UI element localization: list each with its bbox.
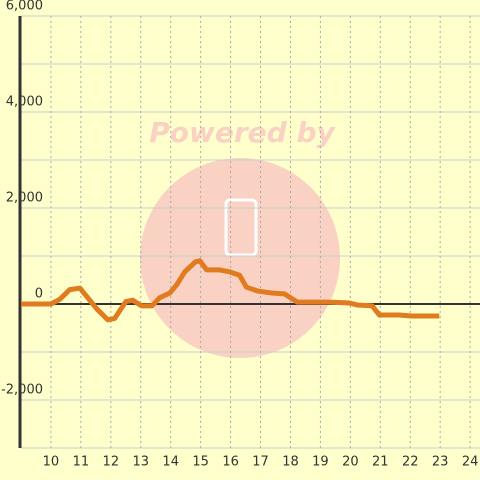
data-line [21,258,440,323]
x-tick-label: 21 [372,455,389,470]
x-tick-label: 20 [342,455,359,470]
y-tick-label: -2,000 [1,383,43,398]
y-tick-label: 6,000 [6,0,43,14]
x-tick-label: 17 [252,455,269,470]
x-tick-label: 18 [282,455,299,470]
x-tick-label: 14 [162,455,179,470]
y-tick-label: 2,000 [6,191,43,206]
x-tick-label: 23 [432,455,449,470]
x-tick-label: 16 [222,455,239,470]
watermark-icon [224,198,258,257]
x-tick-label: 22 [402,455,419,470]
x-tick-label: 13 [132,455,149,470]
y-tick-label: 0 [35,287,43,302]
x-tick-label: 11 [73,455,90,470]
x-tick-label: 24 [462,455,479,470]
y-tick-label: 4,000 [6,95,43,110]
x-tick-label: 12 [103,455,120,470]
watermark-circle [140,158,340,358]
x-tick-label: 15 [192,455,209,470]
watermark-text: Powered by [149,116,336,149]
watermark: Powered by [140,116,340,358]
x-tick-label: 10 [43,455,60,470]
x-tick-label: 19 [312,455,329,470]
